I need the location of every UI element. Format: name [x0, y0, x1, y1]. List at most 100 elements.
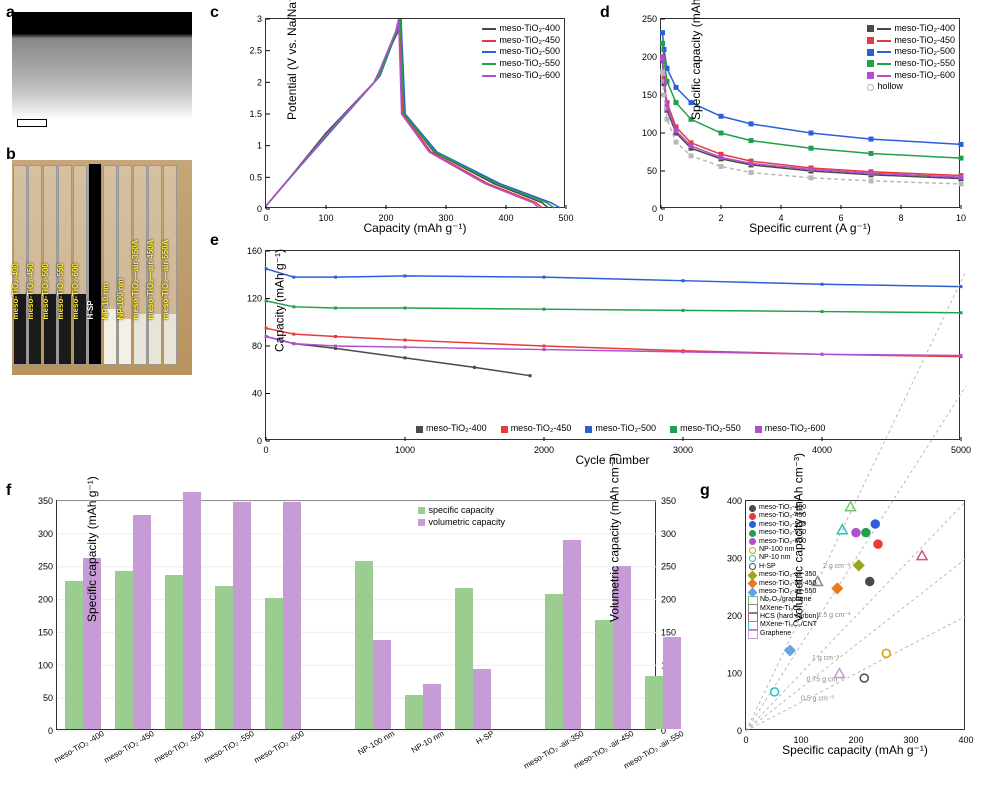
- svg-text:100: 100: [318, 213, 333, 223]
- legend-item: meso-TiO₂-air-550: [749, 588, 819, 596]
- bar-group: meso-TiO₂ -air-550: [645, 637, 681, 729]
- g-xlabel: Specific capacity (mAh g⁻¹): [782, 743, 928, 757]
- svg-text:40: 40: [252, 389, 262, 399]
- panel-g: 010020030040001002003004000.5 g cm⁻³0.75…: [745, 500, 965, 730]
- sem-panel: [12, 12, 192, 132]
- legend-item: meso-TiO₂-500: [482, 46, 560, 58]
- panel-c: 010020030040050000.511.522.53 Potential …: [265, 18, 565, 208]
- legend-item: meso-TiO₂-400: [749, 504, 819, 512]
- bar-volumetric: [283, 502, 301, 729]
- bar-group: NP-100 nm: [355, 561, 391, 729]
- svg-text:200: 200: [642, 52, 657, 62]
- legend-item: meso-TiO₂-400: [867, 23, 955, 35]
- bar-group: NP-10 nm: [405, 684, 441, 729]
- svg-text:400: 400: [498, 213, 513, 223]
- g-legend: meso-TiO₂-400meso-TiO₂-450meso-TiO₂-500 m…: [749, 504, 819, 638]
- svg-text:350: 350: [38, 496, 53, 506]
- panel-d-label: d: [600, 4, 610, 22]
- svg-text:0: 0: [737, 726, 742, 736]
- svg-text:100: 100: [38, 660, 53, 670]
- svg-text:300: 300: [727, 554, 742, 564]
- bar-group: meso-TiO₂ -550: [215, 502, 251, 729]
- f-legend: specific capacityvolumetric capacity: [418, 505, 505, 528]
- bar-label: meso-TiO₂ -400: [52, 729, 105, 765]
- bar-label: NP-100 nm: [356, 729, 396, 757]
- scalebar: [17, 119, 47, 127]
- svg-text:1: 1: [257, 141, 262, 151]
- vial: meso-TiO₂—air-450A: [148, 165, 162, 365]
- bar-volumetric: [233, 502, 251, 729]
- panel-g-label: g: [700, 482, 710, 500]
- d-legend: meso-TiO₂-400meso-TiO₂-450meso-TiO₂-500m…: [867, 23, 955, 93]
- legend-item: meso-TiO₂-400: [416, 423, 487, 435]
- legend-item: meso-TiO₂-400: [482, 23, 560, 35]
- svg-text:150: 150: [38, 627, 53, 637]
- bar-specific: [595, 620, 613, 729]
- bar-label: meso-TiO₂ -450: [102, 729, 155, 765]
- svg-text:2000: 2000: [534, 445, 554, 455]
- legend-item: meso-TiO₂-450: [867, 35, 955, 47]
- chart-f: 0050501001001501502002002502503003003503…: [56, 500, 656, 730]
- bar-volumetric: [473, 669, 491, 729]
- bar-group: meso-TiO₂ -600: [265, 502, 301, 729]
- legend-item: meso-TiO₂-450: [749, 512, 819, 520]
- svg-text:500: 500: [558, 213, 573, 223]
- bar-specific: [355, 561, 373, 729]
- d-xlabel: Specific current (A g⁻¹): [749, 221, 871, 235]
- legend-item: meso-TiO₂-600: [482, 70, 560, 82]
- legend-item: meso-TiO₂-450: [482, 35, 560, 47]
- legend-item: specific capacity: [418, 505, 505, 517]
- svg-text:400: 400: [958, 735, 973, 745]
- svg-text:1.5: 1.5: [249, 109, 262, 119]
- vial: meso-TiO₂-400: [13, 165, 27, 365]
- bar-label: H-SP: [474, 729, 495, 746]
- svg-text:0.5: 0.5: [249, 172, 262, 182]
- chart-c: 010020030040050000.511.522.53 Potential …: [265, 18, 565, 208]
- legend-item: H-SP: [749, 563, 819, 571]
- legend-item: meso-TiO₂-air-350: [749, 571, 819, 579]
- vial: meso-TiO₂—air-550A: [163, 165, 177, 365]
- svg-text:250: 250: [38, 562, 53, 572]
- vial: NP-10 nm: [103, 165, 117, 365]
- svg-text:10: 10: [956, 213, 966, 223]
- sem-image: [12, 12, 192, 132]
- bar-volumetric: [373, 640, 391, 729]
- bar-specific: [165, 575, 183, 729]
- bar-volumetric: [183, 492, 201, 729]
- svg-text:100: 100: [727, 669, 742, 679]
- legend-item: NP-100 nm: [749, 546, 819, 554]
- vial: meso-TiO₂—air-350A: [133, 165, 147, 365]
- bar-group: H-SP: [455, 588, 491, 729]
- panel-e-label: e: [210, 232, 219, 250]
- bar-specific: [645, 676, 663, 729]
- bar-specific: [545, 594, 563, 729]
- bar-specific: [265, 598, 283, 729]
- vials-photo: meso-TiO₂-400meso-TiO₂-450meso-TiO₂-500m…: [12, 160, 192, 375]
- f-ylabel-left: Specific capacity (mAh g⁻¹): [85, 476, 99, 622]
- svg-text:80: 80: [252, 341, 262, 351]
- svg-text:2 g cm⁻³: 2 g cm⁻³: [823, 563, 851, 570]
- svg-text:0: 0: [658, 213, 663, 223]
- e-ylabel: Capacity (mAh g⁻¹): [273, 249, 287, 352]
- bar-specific: [215, 586, 233, 729]
- legend-item: meso-TiO₂-600: [749, 538, 819, 546]
- vial: meso-TiO₂-550: [58, 165, 72, 365]
- bar-specific: [405, 695, 423, 729]
- legend-item: meso-TiO₂-500: [867, 46, 955, 58]
- svg-text:50: 50: [647, 166, 657, 176]
- legend-item: volumetric capacity: [418, 517, 505, 529]
- vial: meso-TiO₂-450: [28, 165, 42, 365]
- vial: H-SP: [88, 165, 102, 365]
- svg-text:2: 2: [257, 77, 262, 87]
- legend-item: meso-TiO₂-600: [867, 70, 955, 82]
- vials-panel: meso-TiO₂-400meso-TiO₂-450meso-TiO₂-500m…: [12, 160, 192, 375]
- bar-label: meso-TiO₂ -600: [252, 729, 305, 765]
- c-legend: meso-TiO₂-400meso-TiO₂-450meso-TiO₂-500 m…: [482, 23, 560, 81]
- svg-text:1 g cm⁻³: 1 g cm⁻³: [812, 655, 840, 662]
- legend-item: meso-TiO₂-500: [749, 521, 819, 529]
- bar-specific: [115, 571, 133, 729]
- legend-item: meso-TiO₂-550: [867, 58, 955, 70]
- svg-text:0.5 g cm⁻³: 0.5 g cm⁻³: [801, 695, 835, 702]
- legend-item: meso-TiO₂-550: [670, 423, 741, 435]
- chart-g: 010020030040001002003004000.5 g cm⁻³0.75…: [745, 500, 965, 730]
